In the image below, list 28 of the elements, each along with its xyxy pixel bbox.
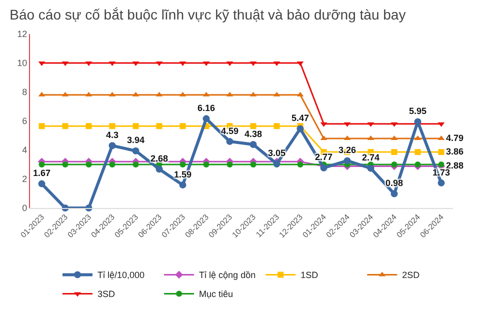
legend-label: Tỉ lệ cộng dồn (199, 270, 256, 280)
data-label: 5.47 (291, 113, 310, 124)
legend-label: 3SD (98, 289, 116, 300)
y-tick-label: 4 (22, 145, 28, 156)
data-label: 6.16 (197, 103, 216, 114)
data-label: 4.59 (220, 126, 239, 136)
data-label: 3.86 (446, 146, 464, 156)
legend-label: 2SD (402, 270, 420, 280)
legend-label: Mục tiêu (199, 289, 234, 300)
data-label: 2.88 (446, 160, 464, 170)
y-tick-label: 2 (22, 174, 28, 184)
y-tick-label: 12 (17, 29, 28, 40)
data-label: 2.74 (362, 152, 380, 163)
data-label: 1.67 (32, 168, 51, 178)
data-label: 4.3 (106, 130, 119, 140)
y-tick-label: 10 (17, 58, 28, 68)
data-label: 3.26 (338, 145, 356, 156)
data-label: 5.95 (408, 106, 427, 116)
y-tick-label: 6 (22, 116, 28, 126)
legend-label: Tỉ lệ/10,000 (98, 270, 145, 280)
y-tick-label: 8 (22, 87, 28, 98)
data-label: 4.38 (244, 128, 262, 139)
data-label: 2.68 (150, 154, 168, 164)
data-label: 3.94 (126, 135, 145, 146)
chart-title: Báo cáo sự cố bắt buộc lĩnh vực kỹ thuật và bảo dưỡng tàu bay (10, 6, 406, 22)
y-tick-label: 0 (22, 203, 28, 214)
legend-label: 1SD (300, 270, 319, 280)
data-label: 4.79 (446, 132, 464, 143)
